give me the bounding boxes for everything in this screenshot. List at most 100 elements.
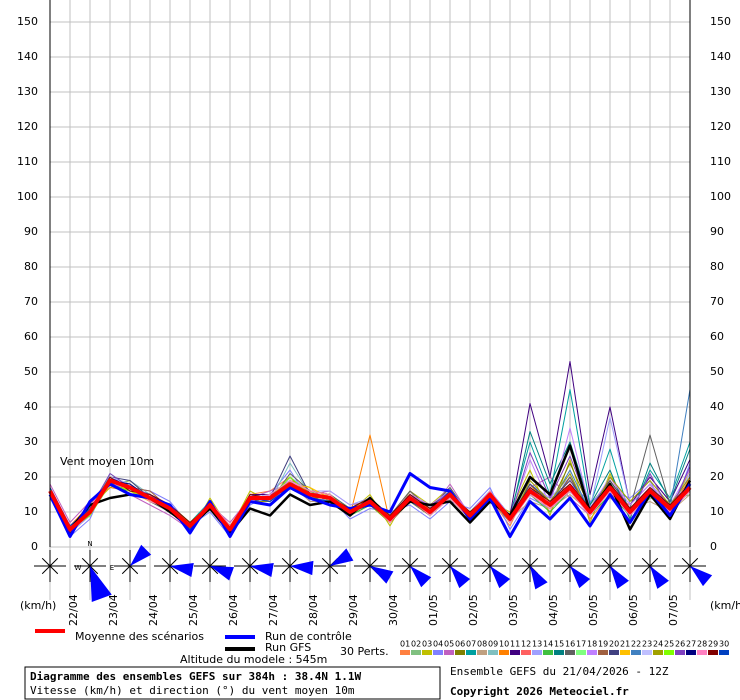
rose-spoke	[641, 557, 651, 567]
legend-swatch	[422, 650, 432, 655]
rose-spoke	[121, 557, 131, 567]
altitude: Altitude du modele : 545m	[180, 653, 327, 666]
legend-swatch	[686, 650, 696, 655]
legend-label: 19	[598, 640, 608, 649]
rose-spoke	[569, 557, 579, 567]
legend-label: 08	[477, 640, 487, 649]
legend-swatch	[675, 650, 685, 655]
legend-label: 12	[521, 640, 531, 649]
x-tick-label: 24/04	[147, 594, 160, 626]
rose-spoke	[521, 565, 531, 575]
legend-swatch	[609, 650, 619, 655]
y-tick-label: 130	[17, 85, 38, 98]
wind-wedge	[690, 566, 713, 587]
legend-label: 18	[587, 640, 597, 649]
rose-spoke	[481, 565, 491, 575]
legend-swatch	[532, 650, 542, 655]
legend-label: 30	[719, 640, 729, 649]
rose-spoke	[49, 557, 59, 567]
y-tick-label: 120	[17, 120, 38, 133]
rose-spoke	[281, 557, 291, 567]
legend-swatch	[499, 650, 509, 655]
x-tick-label: 05/05	[587, 594, 600, 626]
rose-spoke	[449, 557, 459, 567]
x-tick-label: 06/05	[627, 594, 640, 626]
rose-spoke	[561, 557, 571, 567]
rose-spoke	[481, 557, 491, 567]
y-tick-label-right: 20	[710, 470, 724, 483]
legend-label: 17	[576, 640, 586, 649]
x-tick-label: 29/04	[347, 594, 360, 626]
legend-label: 06	[455, 640, 465, 649]
y-unit-right: (km/h)	[710, 599, 740, 612]
rose-spoke	[321, 565, 331, 575]
legend-swatch	[444, 650, 454, 655]
y-tick-label-right: 110	[710, 155, 731, 168]
wind-wedge	[90, 566, 112, 602]
rose-spoke	[241, 557, 251, 567]
rose-spoke	[209, 565, 219, 575]
y-tick-label-right: 60	[710, 330, 724, 343]
legend-label: 16	[565, 640, 575, 649]
compass-label: W	[75, 564, 82, 572]
rose-spoke	[161, 565, 171, 575]
rose-spoke	[409, 557, 419, 567]
y-tick-label: 10	[24, 505, 38, 518]
annotation: Vent moyen 10m	[60, 455, 154, 468]
y-tick-label: 40	[24, 400, 38, 413]
y-tick-label: 20	[24, 470, 38, 483]
legend-swatch	[543, 650, 553, 655]
series-line	[49, 462, 691, 537]
legend-label: 01	[400, 640, 410, 649]
rose-spoke	[89, 565, 99, 575]
x-tick-label: 27/04	[267, 594, 280, 626]
wind-wedge	[370, 566, 394, 584]
legend-label: 04	[433, 640, 443, 649]
legend-label: 13	[532, 640, 542, 649]
legend-swatch	[411, 650, 421, 655]
legend-swatch	[598, 650, 608, 655]
legend-swatch	[455, 650, 465, 655]
rose-spoke	[169, 565, 179, 575]
legend-swatch	[697, 650, 707, 655]
y-tick-label-right: 120	[710, 120, 731, 133]
rose-spoke	[561, 565, 571, 575]
rose-spoke	[601, 565, 611, 575]
legend-swatch	[477, 650, 487, 655]
y-tick-label-right: 70	[710, 295, 724, 308]
y-tick-label: 140	[17, 50, 38, 63]
legend-label: 23	[642, 640, 652, 649]
y-tick-label-right: 50	[710, 365, 724, 378]
wind-wedge	[650, 566, 669, 589]
series-line	[48, 478, 692, 532]
rose-spoke	[609, 557, 619, 567]
y-tick-label: 100	[17, 190, 38, 203]
legend-label: Run GFS	[265, 641, 311, 654]
rose-spoke	[601, 557, 611, 567]
x-tick-label: 26/04	[227, 594, 240, 626]
rose-spoke	[281, 565, 291, 575]
legend-label: 27	[686, 640, 696, 649]
legend-label: 11	[510, 640, 520, 649]
legend-swatch	[565, 650, 575, 655]
legend-label: 26	[675, 640, 685, 649]
legend-label: Run de contrôle	[265, 630, 352, 643]
legend-swatch	[400, 650, 410, 655]
rose-spoke	[529, 557, 539, 567]
legend-swatch	[653, 650, 663, 655]
rose-spoke	[489, 557, 499, 567]
legend-swatch	[587, 650, 597, 655]
x-tick-label: 22/04	[67, 594, 80, 626]
legend-swatch	[433, 650, 443, 655]
rose-spoke	[41, 557, 51, 567]
rose-spoke	[441, 565, 451, 575]
rose-spoke	[161, 557, 171, 567]
y-tick-label: 80	[24, 260, 38, 273]
y-tick-label-right: 90	[710, 225, 724, 238]
wind-wedge	[410, 566, 432, 588]
legend-swatch	[642, 650, 652, 655]
rose-spoke	[209, 557, 219, 567]
legend-label: 07	[466, 640, 476, 649]
rose-spoke	[249, 565, 259, 575]
rose-spoke	[681, 565, 691, 575]
